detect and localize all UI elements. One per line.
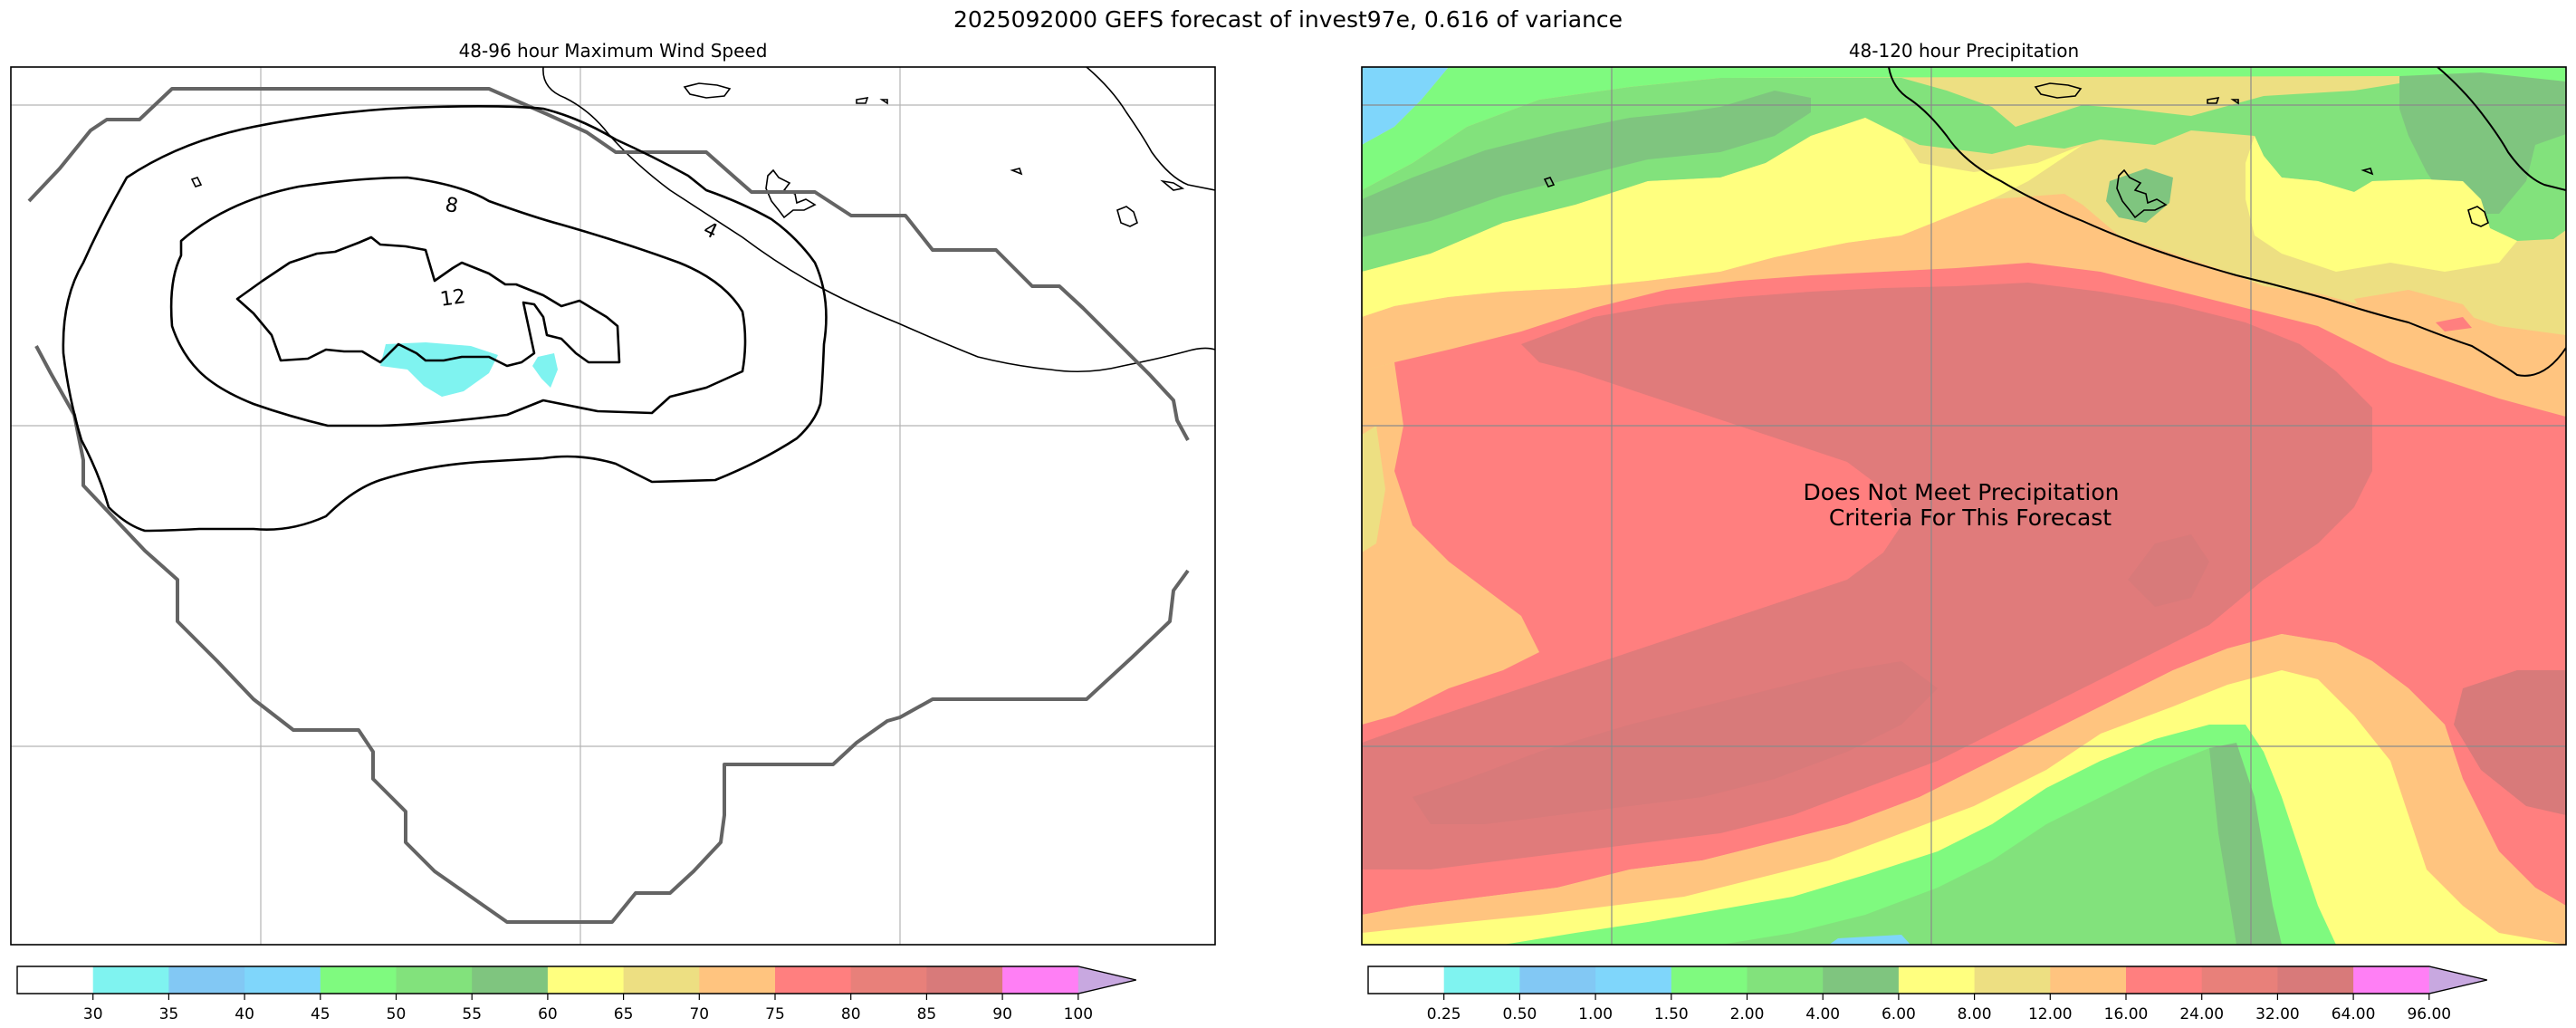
wind-colorbar-swatch xyxy=(775,966,852,994)
precip-colorbar: 0.25 0.50 1.00 1.50 2.00 4.00 6.00 8.00 12.00 16.… xyxy=(1367,966,2487,1023)
wind-map: 4 8 12 xyxy=(10,66,1216,946)
wind-colorbar-swatch xyxy=(1002,966,1079,994)
wind-colorbar-tick-label: 75 xyxy=(765,1005,785,1023)
wind-colorbar-swatch xyxy=(926,966,1003,994)
wind-contour-label-8: 8 xyxy=(444,194,460,218)
wind-colorbar-swatch xyxy=(17,966,94,994)
wind-colorbar-swatch xyxy=(850,966,927,994)
precip-colorbar-swatch xyxy=(2353,966,2430,994)
annotation-line-1: Does Not Meet Precipitation xyxy=(1804,479,2120,505)
precip-colorbar-tick-label: 1.50 xyxy=(1654,1005,1689,1023)
wind-outer-extent xyxy=(27,87,1190,441)
precip-colorbar-swatch xyxy=(1898,966,1976,994)
precip-panel-title: 48-120 hour Precipitation xyxy=(1848,40,2080,62)
wind-colorbar-tick-label: 80 xyxy=(841,1005,861,1023)
wind-colorbar-tick-label: 100 xyxy=(1064,1005,1093,1023)
wind-colorbar-swatch xyxy=(92,966,169,994)
wind-contours xyxy=(62,105,828,533)
precip-colorbar-tick-label: 32.00 xyxy=(2255,1005,2300,1023)
precip-colorbar-swatch xyxy=(1443,966,1520,994)
wind-colorbar-tick-label: 35 xyxy=(159,1005,179,1023)
wind-axes-frame xyxy=(10,66,1216,946)
wind-colorbar-tick-label: 90 xyxy=(992,1005,1012,1023)
precip-colorbar-tick-label: 8.00 xyxy=(1958,1005,1992,1023)
wind-panel-title: 48-96 hour Maximum Wind Speed xyxy=(458,40,768,62)
wind-colorbar-extend-arrow xyxy=(1077,966,1136,994)
precip-colorbar-tick-label: 96.00 xyxy=(2407,1005,2451,1023)
precip-colorbar-swatch xyxy=(2126,966,2203,994)
wind-colorbar-tick-label: 65 xyxy=(614,1005,634,1023)
precip-colorbar-tick-label: 1.00 xyxy=(1578,1005,1613,1023)
precip-colorbar-swatch xyxy=(2050,966,2127,994)
precip-colorbar-tick-label: 0.25 xyxy=(1427,1005,1461,1023)
wind-colorbar-tick-label: 45 xyxy=(311,1005,330,1023)
wind-colorbar-tick-label: 60 xyxy=(538,1005,558,1023)
wind-colorbar-tick-label: 50 xyxy=(387,1005,407,1023)
precip-gridlines xyxy=(1362,67,2566,945)
precip-colorbar-extend-arrow xyxy=(2428,966,2487,994)
precip-islands xyxy=(1543,82,2489,227)
wind-contour-label-12: 12 xyxy=(439,285,467,312)
annotation-line-2: Criteria For This Forecast xyxy=(1829,504,2112,531)
wind-colorbar-tick-label: 85 xyxy=(917,1005,937,1023)
wind-colorbar-swatch xyxy=(320,966,397,994)
precip-map: Does Not Meet Precipitation Criteria For… xyxy=(1361,66,2567,946)
precip-colorbar-swatch xyxy=(2277,966,2354,994)
precip-colorbar-tick-label: 2.00 xyxy=(1730,1005,1765,1023)
precip-colorbar-tick-label: 16.00 xyxy=(2104,1005,2149,1023)
wind-islands xyxy=(190,82,1185,227)
precip-colorbar-swatch xyxy=(1368,966,1445,994)
wind-colorbar-swatch xyxy=(168,966,245,994)
wind-colorbar-swatch xyxy=(396,966,473,994)
precip-axes-frame xyxy=(1361,66,2567,946)
wind-colorbar-outline xyxy=(16,966,1136,994)
wind-gridlines xyxy=(11,67,1215,945)
precip-coastline xyxy=(1888,67,2566,377)
wind-colorbar-tick-label: 55 xyxy=(462,1005,482,1023)
wind-colorbar-swatch xyxy=(472,966,549,994)
wind-colorbar-tick-label: 70 xyxy=(689,1005,709,1023)
precip-colorbar-tick-label: 4.00 xyxy=(1805,1005,1840,1023)
wind-colorbar-tick-label: 30 xyxy=(83,1005,103,1023)
precip-colorbar-tick-label: 24.00 xyxy=(2179,1005,2224,1023)
precip-colorbar-swatch xyxy=(1823,966,1900,994)
precip-colorbar-swatch xyxy=(1747,966,1824,994)
precip-colorbar-tick-label: 0.50 xyxy=(1502,1005,1537,1023)
precip-colorbar-tick-label: 6.00 xyxy=(1882,1005,1916,1023)
wind-colorbar-swatch xyxy=(623,966,700,994)
wind-colorbar-swatch xyxy=(244,966,321,994)
figure-title: 2025092000 GEFS forecast of invest97e, 0… xyxy=(953,6,1623,33)
wind-colorbar: 30 35 40 45 50 55 60 65 70 75 80 85 90 100 xyxy=(16,966,1136,1023)
precip-colorbar-tick-label: 64.00 xyxy=(2332,1005,2376,1023)
precip-colorbar-swatch xyxy=(2201,966,2278,994)
precip-colorbar-swatch xyxy=(1671,966,1748,994)
wind-colorbar-tick-label: 40 xyxy=(235,1005,254,1023)
precip-colorbar-tick-label: 12.00 xyxy=(2028,1005,2073,1023)
precip-colorbar-swatch xyxy=(1519,966,1596,994)
precip-colorbar-swatch xyxy=(1595,966,1672,994)
precip-colorbar-swatch xyxy=(1974,966,2051,994)
wind-colorbar-swatch xyxy=(547,966,625,994)
precip-annotation: Does Not Meet Precipitation Criteria For… xyxy=(1804,479,2127,531)
wind-colorbar-swatch xyxy=(699,966,776,994)
precip-colorbar-outline xyxy=(1367,966,2487,994)
